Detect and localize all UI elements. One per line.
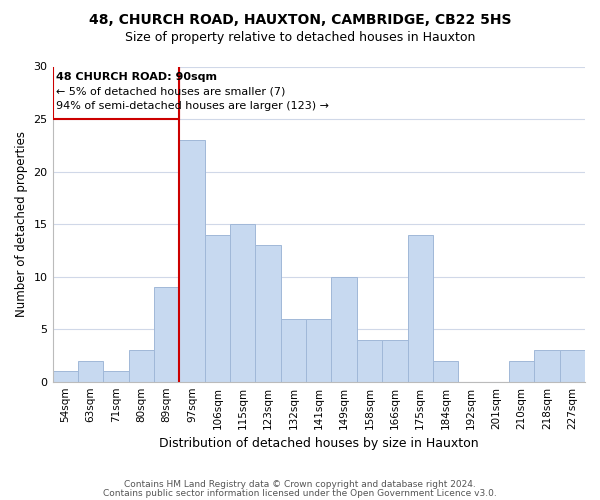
Bar <box>53 371 78 382</box>
Bar <box>331 276 357 382</box>
Bar <box>128 350 154 382</box>
Bar <box>154 287 179 382</box>
Text: 48, CHURCH ROAD, HAUXTON, CAMBRIDGE, CB22 5HS: 48, CHURCH ROAD, HAUXTON, CAMBRIDGE, CB2… <box>89 12 511 26</box>
Bar <box>357 340 382 382</box>
Bar <box>256 245 281 382</box>
Bar <box>179 140 205 382</box>
Text: Contains public sector information licensed under the Open Government Licence v3: Contains public sector information licen… <box>103 488 497 498</box>
Bar <box>306 318 331 382</box>
FancyBboxPatch shape <box>53 50 179 119</box>
Text: 94% of semi-detached houses are larger (123) →: 94% of semi-detached houses are larger (… <box>56 101 329 111</box>
Bar <box>205 234 230 382</box>
Y-axis label: Number of detached properties: Number of detached properties <box>15 131 28 317</box>
Text: ← 5% of detached houses are smaller (7): ← 5% of detached houses are smaller (7) <box>56 86 286 97</box>
Bar <box>509 360 534 382</box>
Text: 48 CHURCH ROAD: 90sqm: 48 CHURCH ROAD: 90sqm <box>56 72 217 82</box>
Bar <box>433 360 458 382</box>
Text: Contains HM Land Registry data © Crown copyright and database right 2024.: Contains HM Land Registry data © Crown c… <box>124 480 476 489</box>
Bar <box>382 340 407 382</box>
X-axis label: Distribution of detached houses by size in Hauxton: Distribution of detached houses by size … <box>159 437 479 450</box>
Bar <box>78 360 103 382</box>
Bar <box>281 318 306 382</box>
Bar <box>230 224 256 382</box>
Bar <box>103 371 128 382</box>
Bar <box>407 234 433 382</box>
Text: Size of property relative to detached houses in Hauxton: Size of property relative to detached ho… <box>125 31 475 44</box>
Bar <box>534 350 560 382</box>
Bar <box>560 350 585 382</box>
